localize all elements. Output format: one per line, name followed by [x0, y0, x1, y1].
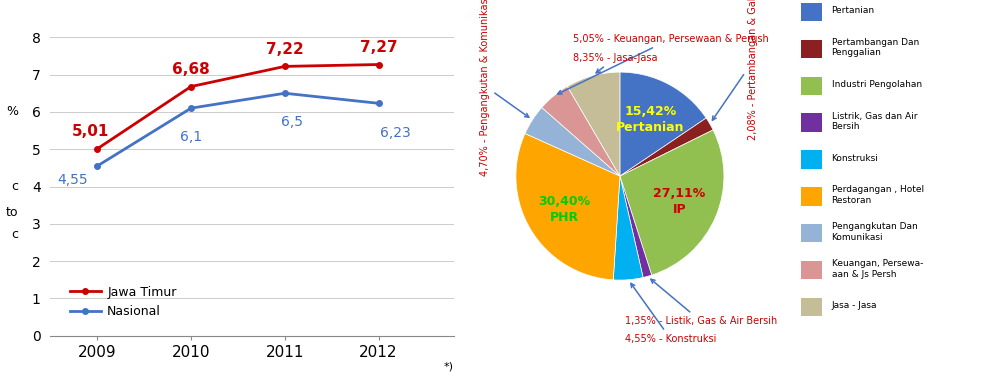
- Nasional: [92, 164, 104, 168]
- Text: 6,23: 6,23: [380, 126, 410, 140]
- Nasional: [185, 106, 198, 110]
- Wedge shape: [525, 107, 620, 176]
- Text: 15,42%
Pertanian: 15,42% Pertanian: [616, 105, 684, 134]
- Jawa Timur: [92, 147, 104, 151]
- FancyBboxPatch shape: [801, 261, 822, 279]
- Text: 6,1: 6,1: [180, 131, 203, 144]
- Wedge shape: [620, 118, 713, 176]
- Text: Listrik, Gas dan Air
Bersih: Listrik, Gas dan Air Bersih: [832, 112, 917, 131]
- Text: %: %: [6, 106, 18, 118]
- Text: Jasa - Jasa: Jasa - Jasa: [832, 301, 877, 310]
- Wedge shape: [613, 176, 643, 280]
- Text: 27,11%
IP: 27,11% IP: [653, 187, 706, 216]
- Wedge shape: [620, 130, 724, 275]
- Text: 2,08% - Pertambangan & Galian: 2,08% - Pertambangan & Galian: [713, 0, 758, 140]
- Text: 1,35% - Listik, Gas & Air Bersih: 1,35% - Listik, Gas & Air Bersih: [625, 279, 777, 326]
- FancyBboxPatch shape: [801, 298, 822, 316]
- Line: Jawa Timur: Jawa Timur: [95, 62, 381, 151]
- Text: 7,27: 7,27: [360, 40, 397, 55]
- Jawa Timur: [185, 84, 198, 89]
- FancyBboxPatch shape: [801, 150, 822, 169]
- Wedge shape: [620, 176, 652, 278]
- Text: Pertambangan Dan
Penggalian: Pertambangan Dan Penggalian: [832, 38, 919, 57]
- Line: Nasional: Nasional: [95, 91, 381, 169]
- Text: Keuangan, Persewa-
aan & Js Persh: Keuangan, Persewa- aan & Js Persh: [832, 259, 923, 279]
- Text: c: c: [11, 229, 18, 241]
- FancyBboxPatch shape: [801, 40, 822, 58]
- FancyBboxPatch shape: [801, 76, 822, 95]
- Text: 7,22: 7,22: [266, 42, 303, 57]
- Wedge shape: [516, 134, 620, 280]
- Text: *): *): [444, 361, 454, 371]
- FancyBboxPatch shape: [801, 113, 822, 132]
- Nasional: [279, 91, 291, 95]
- Jawa Timur: [373, 62, 385, 67]
- Text: 5,05% - Keuangan, Persewaan & Perush: 5,05% - Keuangan, Persewaan & Perush: [557, 34, 769, 94]
- Text: 4,55% - Konstruksi: 4,55% - Konstruksi: [625, 283, 717, 344]
- FancyBboxPatch shape: [801, 224, 822, 242]
- Wedge shape: [541, 87, 620, 176]
- Legend: Jawa Timur, Nasional: Jawa Timur, Nasional: [65, 281, 181, 323]
- Wedge shape: [568, 72, 620, 176]
- FancyBboxPatch shape: [801, 187, 822, 206]
- FancyBboxPatch shape: [801, 3, 822, 21]
- Text: 6,68: 6,68: [172, 62, 210, 77]
- Text: to: to: [6, 206, 18, 219]
- Nasional: [373, 101, 385, 106]
- Text: 6,5: 6,5: [281, 116, 302, 129]
- Text: Pengangkutan Dan
Komunikasi: Pengangkutan Dan Komunikasi: [832, 222, 917, 242]
- Text: Konstruksi: Konstruksi: [832, 154, 879, 163]
- Text: c: c: [11, 180, 18, 193]
- Text: Pertanian: Pertanian: [832, 6, 875, 15]
- Wedge shape: [620, 72, 707, 176]
- Text: Perdagangan , Hotel
Restoran: Perdagangan , Hotel Restoran: [832, 185, 923, 205]
- Text: 5,01: 5,01: [72, 124, 109, 139]
- Text: 4,70% - Pengangkutan & Komunikasi: 4,70% - Pengangkutan & Komunikasi: [480, 0, 529, 176]
- Text: 8,35% - Jasa-Jasa: 8,35% - Jasa-Jasa: [574, 53, 657, 73]
- Text: Industri Pengolahan: Industri Pengolahan: [832, 80, 921, 89]
- Jawa Timur: [279, 64, 291, 69]
- Text: 30,40%
PHR: 30,40% PHR: [538, 195, 591, 224]
- Text: 4,55: 4,55: [57, 173, 88, 187]
